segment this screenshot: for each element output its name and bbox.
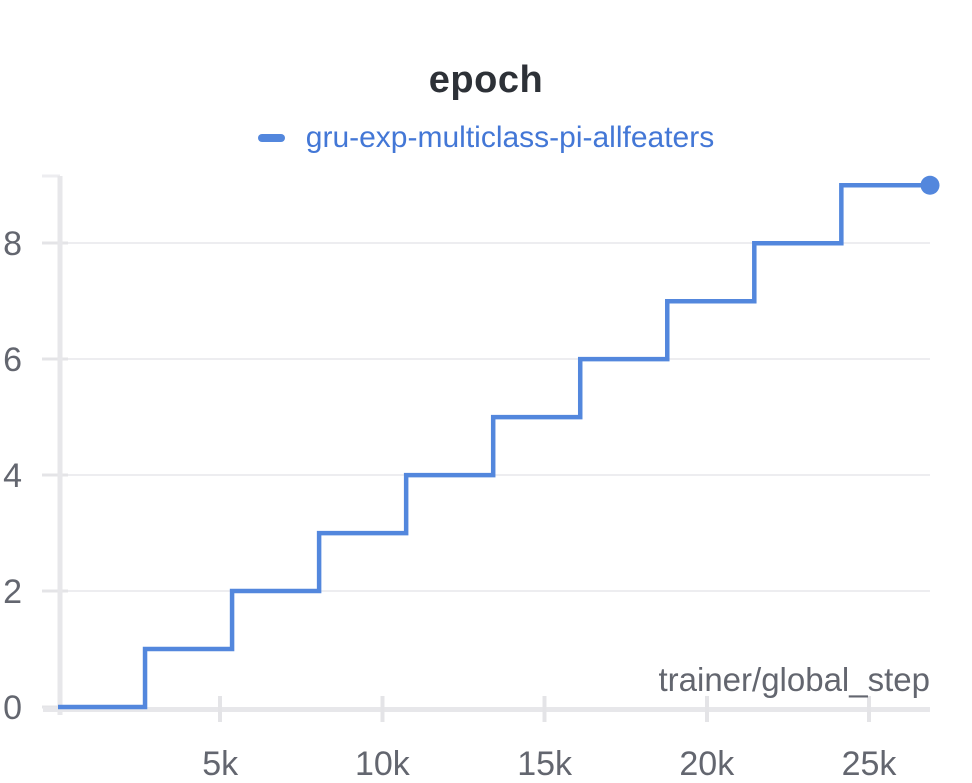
x-axis-title: trainer/global_step: [658, 661, 930, 698]
y-tick-label-2: 2: [3, 573, 22, 611]
x-tick-label-25k: 25k: [842, 745, 898, 783]
y-tick-label-4: 4: [3, 457, 22, 495]
legend-line-swatch-icon: [257, 134, 285, 142]
series-end-marker: [920, 175, 940, 195]
x-tick-label-10k: 10k: [355, 745, 411, 783]
x-tick-label-15k: 15k: [517, 745, 573, 783]
series-line: [58, 183, 930, 710]
x-tick-label-20k: 20k: [679, 745, 735, 783]
chart-title: epoch: [428, 59, 544, 101]
y-tick-label-8: 8: [3, 225, 22, 263]
y-tick-label-6: 6: [3, 341, 22, 379]
x-tick-label-5k: 5k: [202, 745, 239, 783]
chart-legend[interactable]: gru-exp-multiclass-pi-allfeaters: [0, 119, 972, 157]
legend-run-name: gru-exp-multiclass-pi-allfeaters: [305, 121, 715, 154]
y-tick-label-0: 0: [3, 689, 22, 727]
